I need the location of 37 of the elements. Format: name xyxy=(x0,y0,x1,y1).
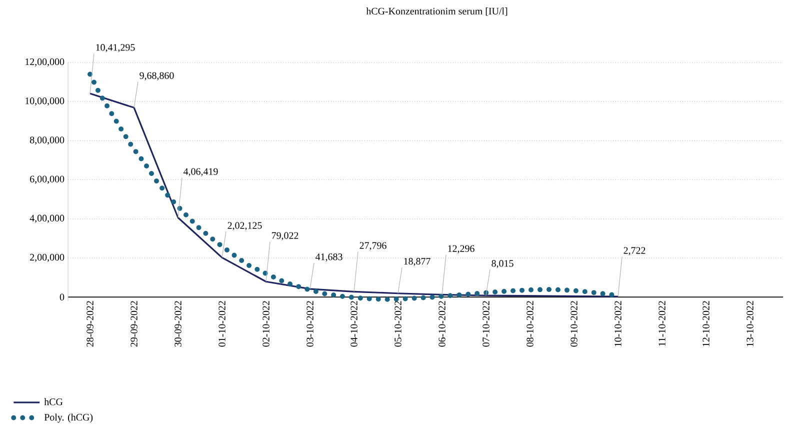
x-tick-label: 03-10-2022 xyxy=(306,301,314,347)
x-tick-label: 09-10-2022 xyxy=(570,301,578,347)
data-label: 10,41,295 xyxy=(96,44,135,52)
data-label: 27,796 xyxy=(360,242,386,250)
y-tick-label: 0 xyxy=(60,294,64,300)
y-tick-label: 8,00,000 xyxy=(30,136,64,145)
data-label: 2,722 xyxy=(624,247,646,256)
data-label: 12,296 xyxy=(448,245,474,254)
x-tick-label: 04-10-2022 xyxy=(350,301,358,347)
x-tick-label: 01-10-2022 xyxy=(218,301,226,347)
y-tick-label: 6,00,000 xyxy=(30,176,64,184)
x-tick-label: 13-10-2022 xyxy=(746,301,754,346)
x-tick-label: 10-10-2022 xyxy=(614,301,622,346)
data-label: 9,68,860 xyxy=(140,72,174,80)
y-tick-label: 2,00,000 xyxy=(30,254,64,262)
x-tick-label: 30-09-2022 xyxy=(174,301,182,347)
chart-title: hCG-Konzentrationim serum [IU/l] xyxy=(366,8,508,16)
data-label: 8,015 xyxy=(492,260,514,268)
x-tick-label: 06-10-2022 xyxy=(438,301,446,347)
x-tick-label: 08-10-2022 xyxy=(526,301,534,347)
x-tick-label: 05-10-2022 xyxy=(394,301,402,347)
data-label: 2,02,125 xyxy=(228,222,262,230)
x-tick-label: 07-10-2022 xyxy=(482,301,490,347)
y-tick-label: 10,00,000 xyxy=(26,98,64,106)
legend-label: Poly. (hCG) xyxy=(44,414,93,423)
x-tick-label: 02-10-2022 xyxy=(262,301,270,347)
data-label: 4,06,419 xyxy=(184,168,218,176)
x-tick-label: 11-10-2022 xyxy=(658,301,666,346)
x-tick-label: 12-10-2022 xyxy=(702,301,710,346)
legend-label: hCG xyxy=(44,398,63,406)
y-tick-label: 12,00,000 xyxy=(26,58,64,67)
data-label: 79,022 xyxy=(272,232,298,240)
data-label: 18,877 xyxy=(404,258,430,266)
data-label: 41,683 xyxy=(315,253,342,262)
x-tick-label: 29-09-2022 xyxy=(130,301,138,347)
y-tick-label: 4,00,000 xyxy=(30,214,64,223)
x-tick-label: 28-09-2022 xyxy=(86,301,94,347)
